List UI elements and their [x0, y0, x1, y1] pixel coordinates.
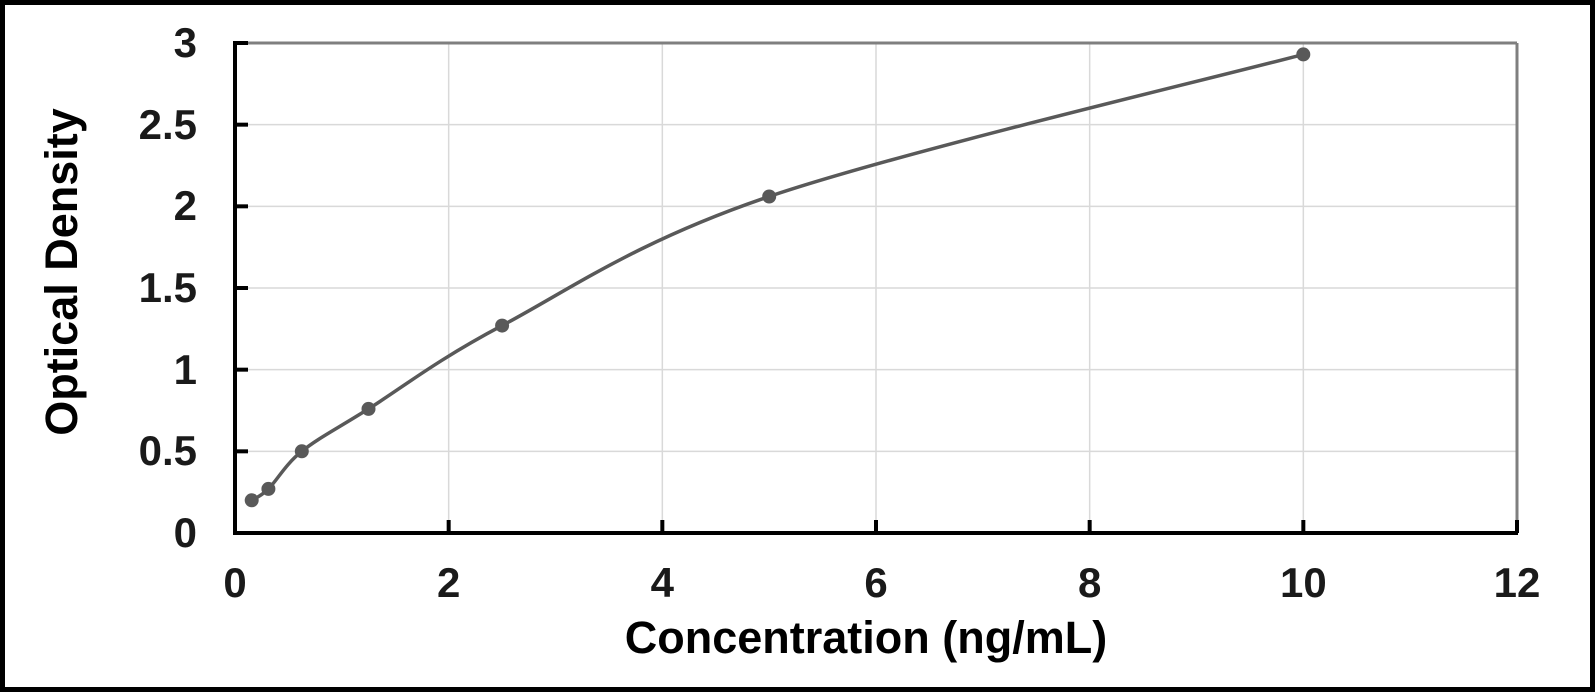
- standard-curve-line: [250, 52, 1304, 502]
- data-point-marker: [495, 318, 510, 333]
- y-tick-label: 2.5: [138, 100, 197, 148]
- y-tick-label: 2: [173, 182, 197, 230]
- x-tick-label: 2: [436, 559, 461, 606]
- x-tick-label: 4: [650, 559, 674, 606]
- data-point-marker: [1296, 47, 1311, 62]
- data-point-marker: [294, 444, 309, 459]
- y-tick-label: 3: [173, 19, 197, 66]
- x-tick-label: 8: [1077, 559, 1102, 606]
- data-point-marker: [762, 189, 777, 204]
- y-tick-label: 1.5: [138, 264, 197, 311]
- y-tick-label: 1: [173, 345, 197, 393]
- data-point-marker: [261, 481, 276, 496]
- x-axis-title: Concentration (ng/mL): [624, 612, 1108, 663]
- x-tick-label: 6: [864, 559, 888, 606]
- y-tick-label: 0.5: [138, 427, 197, 475]
- y-tick-label: 0: [173, 509, 197, 556]
- x-tick-label: 10: [1279, 559, 1327, 606]
- x-tick-label: 0: [223, 559, 247, 606]
- data-point-marker: [244, 493, 259, 508]
- data-point-marker: [361, 401, 376, 416]
- x-tick-label: 12: [1493, 559, 1541, 606]
